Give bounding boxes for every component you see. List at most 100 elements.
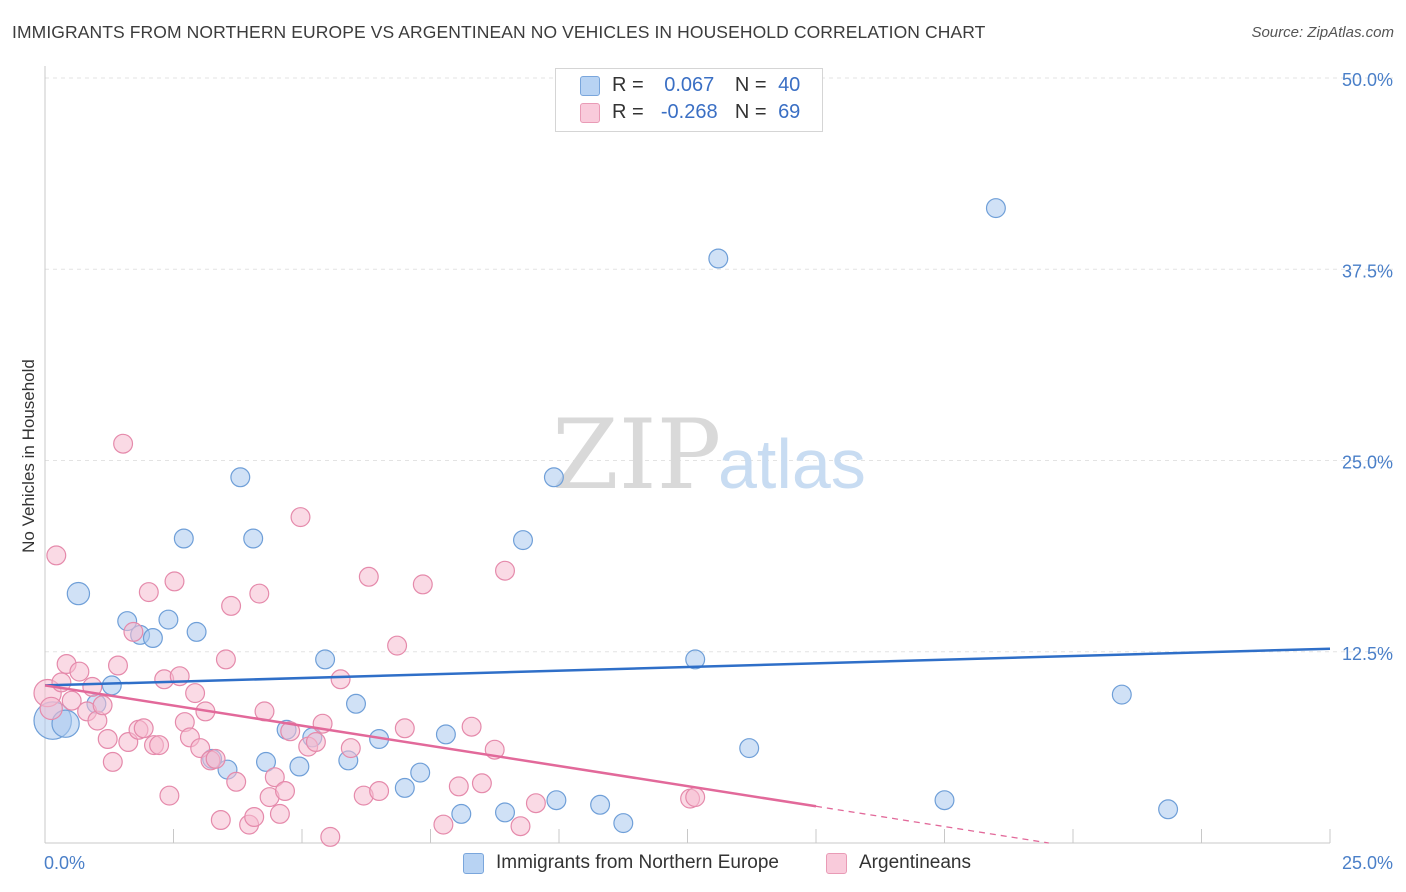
pink-data-point bbox=[61, 690, 82, 711]
pink-data-point bbox=[269, 803, 290, 824]
blue-data-point bbox=[315, 649, 336, 670]
n-label: N = bbox=[734, 74, 767, 96]
blue-swatch bbox=[580, 76, 600, 96]
pink-data-point bbox=[320, 826, 341, 847]
pink-data-point bbox=[358, 566, 379, 587]
blue-data-point bbox=[256, 751, 277, 772]
pink-data-point bbox=[412, 574, 433, 595]
pink-data-point bbox=[495, 560, 516, 581]
blue-data-point bbox=[512, 530, 533, 551]
blue-data-point bbox=[590, 794, 611, 815]
pink-swatch bbox=[826, 853, 847, 874]
r-value: 0.067 bbox=[664, 74, 715, 96]
pink-data-point bbox=[113, 433, 134, 454]
blue-trend-line bbox=[44, 647, 1331, 687]
blue-data-point bbox=[101, 675, 122, 696]
y-tick-label: 37.5% bbox=[1342, 261, 1393, 281]
pink-data-point bbox=[394, 718, 415, 739]
bottom-legend-label: Immigrants from Northern Europe bbox=[496, 852, 779, 873]
pink-data-point bbox=[210, 809, 231, 830]
blue-data-point bbox=[546, 790, 567, 811]
y-axis-label: No Vehicles in Household bbox=[19, 359, 38, 553]
pink-data-point bbox=[46, 545, 67, 566]
pink-data-point bbox=[244, 806, 265, 827]
trend-lines bbox=[44, 647, 1331, 844]
blue-data-point bbox=[158, 609, 179, 630]
pink-data-point bbox=[69, 661, 90, 682]
n-value: 40 bbox=[778, 74, 801, 96]
pink-data-point bbox=[215, 649, 236, 670]
pink-data-point bbox=[185, 683, 206, 704]
pink-data-point bbox=[164, 571, 185, 592]
pink-data-point bbox=[107, 655, 128, 676]
pink-data-point bbox=[264, 767, 285, 788]
blue-data-point bbox=[230, 467, 251, 488]
blue-data-point bbox=[66, 581, 91, 606]
n-label: N = bbox=[734, 101, 767, 123]
blue-data-point bbox=[186, 621, 207, 642]
data-points bbox=[33, 198, 1179, 847]
blue-data-point bbox=[1158, 799, 1179, 820]
pink-data-point bbox=[97, 728, 118, 749]
pink-data-point bbox=[149, 735, 170, 756]
x-tick-label-max: 25.0% bbox=[1342, 853, 1393, 873]
pink-data-point bbox=[275, 780, 296, 801]
pink-data-point bbox=[92, 695, 113, 716]
watermark-zip: ZIP bbox=[552, 399, 721, 511]
blue-data-point bbox=[613, 813, 634, 834]
pink-data-point bbox=[387, 635, 408, 656]
legend-text-blue: R = 0.067 N = 40 bbox=[612, 74, 800, 97]
blue-data-point bbox=[289, 756, 310, 777]
blue-data-point bbox=[410, 762, 431, 783]
pink-data-point bbox=[39, 696, 63, 721]
pink-data-point bbox=[159, 785, 180, 806]
y-tick-label: 50.0% bbox=[1342, 70, 1393, 90]
blue-data-point bbox=[985, 198, 1006, 219]
r-value: -0.268 bbox=[660, 101, 718, 123]
pink-data-point bbox=[471, 773, 492, 794]
blue-data-point bbox=[451, 803, 472, 824]
pink-data-point bbox=[290, 507, 311, 528]
n-value: 69 bbox=[778, 101, 801, 123]
pink-data-point bbox=[102, 751, 123, 772]
pink-trend-line bbox=[44, 684, 817, 808]
y-tick-label: 12.5% bbox=[1342, 644, 1393, 664]
blue-data-point bbox=[708, 248, 729, 269]
legend-text-pink: R = -0.268 N = 69 bbox=[612, 101, 800, 124]
blue-data-point bbox=[934, 790, 955, 811]
pink-data-point bbox=[123, 621, 144, 642]
pink-data-point bbox=[205, 748, 226, 769]
correlation-legend: R = 0.067 N = 40 R = -0.268 N = 69 bbox=[555, 68, 823, 132]
pink-data-point bbox=[433, 814, 454, 835]
x-tick-label-min: 0.0% bbox=[44, 853, 85, 873]
blue-data-point bbox=[543, 467, 564, 488]
pink-data-point bbox=[226, 771, 247, 792]
blue-swatch bbox=[463, 853, 484, 874]
grid bbox=[45, 77, 1395, 653]
pink-data-point bbox=[305, 731, 326, 752]
watermark: ZIP atlas bbox=[552, 399, 866, 511]
tick-labels: 12.5% 25.0% 37.5% 50.0% 0.0% 25.0% bbox=[44, 70, 1393, 873]
watermark-atlas: atlas bbox=[718, 425, 866, 503]
pink-trend-extension bbox=[815, 805, 1049, 844]
pink-data-point bbox=[369, 780, 390, 801]
axes bbox=[44, 66, 1331, 844]
blue-data-point bbox=[685, 649, 706, 670]
blue-data-point bbox=[1111, 684, 1132, 705]
pink-data-point bbox=[138, 582, 159, 603]
blue-data-point bbox=[495, 802, 516, 823]
pink-data-point bbox=[448, 776, 469, 797]
r-label: R = bbox=[612, 74, 644, 96]
pink-swatch bbox=[580, 103, 600, 123]
blue-data-point bbox=[394, 777, 415, 798]
pink-data-point bbox=[280, 721, 301, 742]
bottom-legend-label: Argentineans bbox=[859, 852, 971, 873]
pink-data-point bbox=[221, 595, 242, 616]
pink-data-point bbox=[249, 583, 270, 604]
blue-data-point bbox=[243, 528, 264, 549]
r-label: R = bbox=[612, 101, 644, 123]
source-credit: Source: ZipAtlas.com bbox=[1251, 24, 1394, 41]
pink-data-point bbox=[685, 787, 706, 808]
pink-data-point bbox=[340, 738, 361, 759]
